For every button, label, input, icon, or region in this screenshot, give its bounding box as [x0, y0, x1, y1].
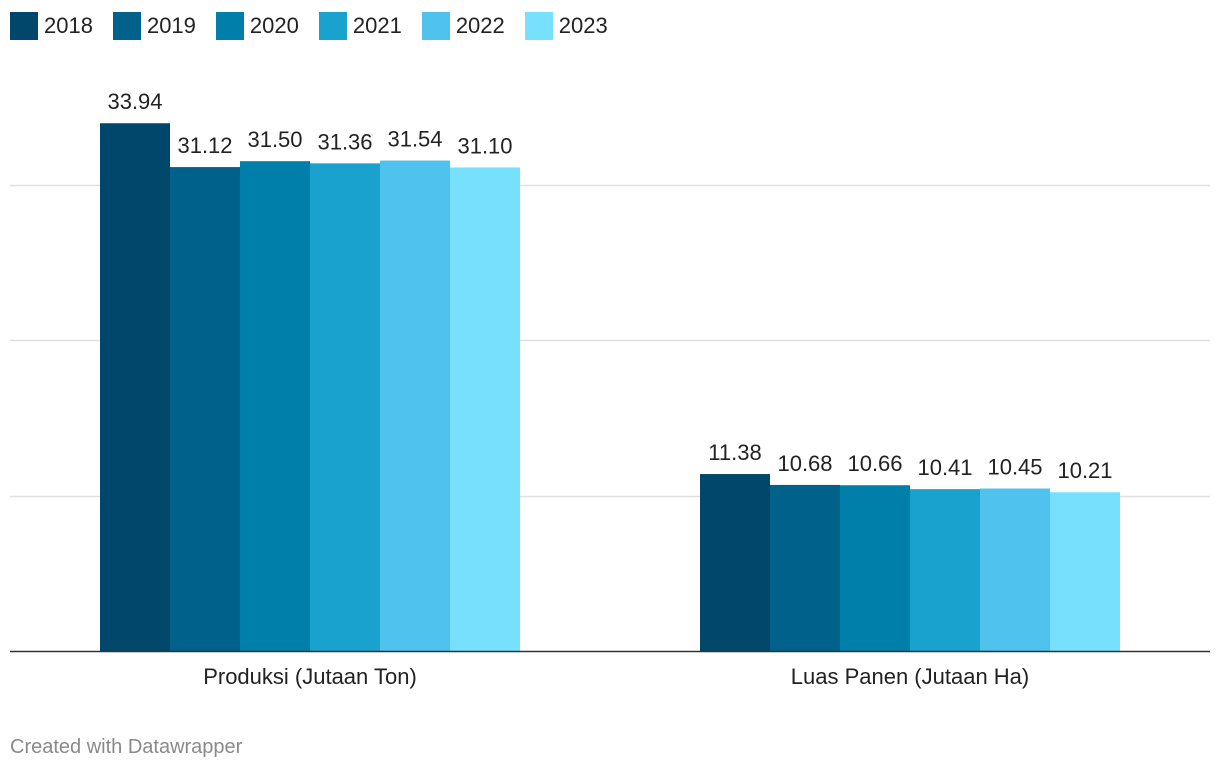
bar	[240, 161, 310, 652]
bar-value-label: 10.41	[917, 455, 972, 480]
bar-value-label: 31.50	[247, 127, 302, 152]
legend-swatch	[421, 12, 450, 40]
bar	[100, 123, 170, 651]
legend-item: 2018	[10, 12, 93, 40]
bar-value-label: 33.94	[107, 89, 162, 114]
bar-value-label: 10.66	[847, 451, 902, 476]
bar-value-label: 31.10	[457, 133, 512, 158]
legend-swatch	[10, 12, 38, 40]
legend-label: 2023	[558, 13, 608, 38]
legend-label: 2020	[249, 13, 299, 38]
bar-value-label: 11.38	[708, 440, 761, 465]
legend-item: 2021	[318, 12, 402, 40]
bar	[840, 485, 910, 651]
legend-swatch	[524, 12, 553, 40]
legend-item: 2023	[524, 12, 608, 40]
legend-item: 2022	[421, 12, 505, 40]
bar	[450, 167, 520, 651]
legend-label: 2022	[455, 13, 505, 38]
bar-value-label: 10.45	[987, 455, 1042, 480]
legend-swatch	[318, 12, 347, 40]
bar	[170, 167, 240, 652]
category-label: Produksi (Jutaan Ton)	[203, 664, 417, 689]
legend-item: 2020	[215, 12, 299, 40]
bar-value-label: 31.54	[387, 127, 442, 152]
legend-swatch	[215, 12, 244, 40]
legend: 2018 2019 2020 2021 2022 2023	[10, 10, 628, 42]
category-label: Luas Panen (Jutaan Ha)	[791, 664, 1030, 689]
bar	[770, 484, 840, 651]
legend-label: 2018	[44, 13, 93, 38]
bar-value-label: 31.36	[317, 129, 372, 154]
bar-value-label: 31.12	[177, 133, 232, 158]
bar	[380, 160, 450, 652]
bar-value-label: 10.21	[1057, 458, 1112, 483]
bar-value-label: 10.68	[777, 451, 832, 476]
legend-swatch	[112, 12, 141, 40]
credit-text: Created with Datawrapper	[10, 736, 243, 758]
bar	[700, 474, 770, 651]
bar	[980, 488, 1050, 651]
bar	[310, 163, 380, 652]
legend-label: 2019	[146, 13, 196, 38]
legend-item: 2019	[112, 12, 196, 40]
bar	[910, 489, 980, 651]
legend-label: 2021	[352, 13, 402, 38]
bar	[1050, 492, 1120, 651]
